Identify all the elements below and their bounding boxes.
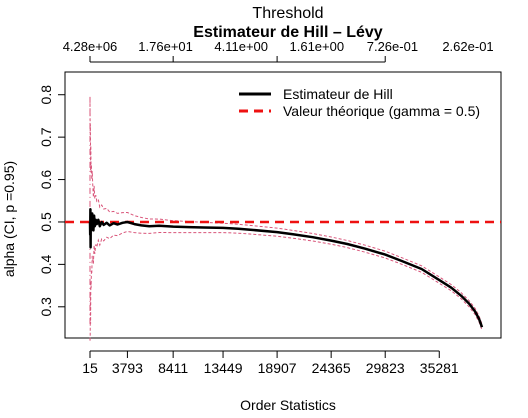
chart-title: Estimateur de Hill – Lévy bbox=[193, 24, 383, 41]
x-tick-label: 15 bbox=[82, 360, 98, 376]
top-tick-label: 4.28e+06 bbox=[63, 39, 118, 54]
y-tick-label: 0.3 bbox=[38, 297, 54, 317]
top-axis-title: Threshold bbox=[252, 5, 323, 22]
y-tick-label: 0.5 bbox=[38, 212, 54, 232]
y-axis-label: alpha (CI, p =0.95) bbox=[1, 161, 17, 277]
x-tick-label: 35281 bbox=[420, 360, 459, 376]
hill-estimator-line bbox=[88, 207, 484, 328]
x-axis: 15 3793 8411 13449 18907 24365 29823 35281 bbox=[82, 350, 459, 376]
x-tick-label: 29823 bbox=[366, 360, 405, 376]
top-tick-label: 7.26e-01 bbox=[367, 39, 418, 54]
top-tick-label: 2.62e-01 bbox=[442, 39, 493, 54]
legend-label-reference: Valeur théorique (gamma = 0.5) bbox=[283, 103, 480, 119]
x-tick-label: 13449 bbox=[204, 360, 243, 376]
top-tick-label: 4.11e+00 bbox=[214, 39, 268, 54]
legend: Estimateur de Hill Valeur théorique (gam… bbox=[239, 86, 480, 119]
y-tick-label: 0.7 bbox=[38, 127, 54, 147]
top-axis: 4.28e+06 1.76e+01 4.11e+00 1.61e+00 7.26e-01… bbox=[63, 39, 494, 63]
plot-area bbox=[65, 96, 501, 341]
top-tick-label: 1.76e+01 bbox=[138, 39, 193, 54]
x-tick-label: 24365 bbox=[312, 360, 351, 376]
y-tick-label: 0.8 bbox=[38, 85, 54, 105]
x-tick-label: 18907 bbox=[258, 360, 297, 376]
legend-label-hill: Estimateur de Hill bbox=[283, 86, 393, 102]
ci-upper-line bbox=[89, 103, 483, 325]
x-axis-label: Order Statistics bbox=[240, 397, 336, 413]
y-tick-label: 0.4 bbox=[38, 254, 54, 274]
y-axis: 0.3 0.4 0.5 0.6 0.7 0.8 bbox=[38, 85, 66, 317]
x-tick-label: 8411 bbox=[158, 360, 188, 376]
top-tick-label: 1.61e+00 bbox=[290, 39, 345, 54]
x-tick-label: 3793 bbox=[112, 360, 143, 376]
y-tick-label: 0.6 bbox=[38, 170, 54, 190]
ci-lower-line bbox=[89, 230, 483, 341]
